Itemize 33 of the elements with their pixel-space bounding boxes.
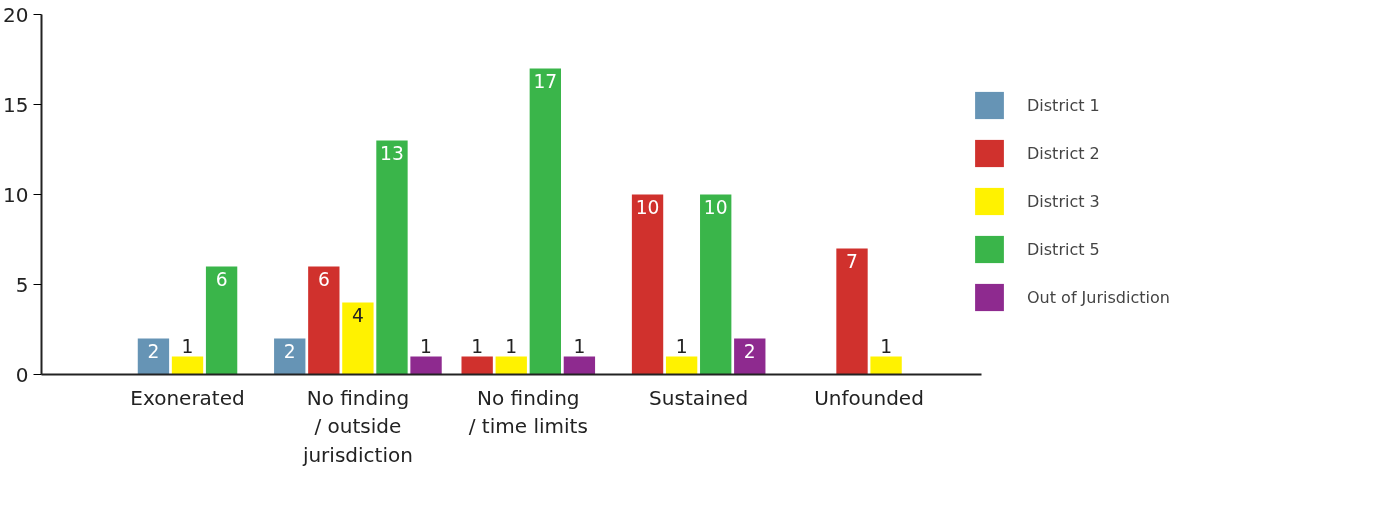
data-label: 7 <box>846 250 858 272</box>
legend-label: District 1 <box>1027 95 1100 115</box>
x-tick-label: Unfounded <box>814 385 924 410</box>
y-tick-label: 15 <box>3 92 29 117</box>
data-label: 6 <box>215 268 228 290</box>
x-tick-label: No finding / outside jurisdiction <box>301 385 413 468</box>
y-tick-label: 20 <box>3 2 29 27</box>
data-label: 2 <box>283 340 296 362</box>
legend-label: District 2 <box>1027 143 1100 163</box>
legend-label: Out of Jurisdiction <box>1027 287 1170 307</box>
legend-label: District 3 <box>1027 191 1100 211</box>
x-tick-label: Sustained <box>649 385 749 410</box>
data-label: 1 <box>573 335 586 357</box>
data-label: 17 <box>533 70 558 92</box>
y-tick-label: 10 <box>3 182 29 207</box>
data-label: 10 <box>703 196 728 218</box>
data-label: 10 <box>635 196 660 218</box>
x-tick-label: No finding / time limits <box>468 385 588 439</box>
data-label: 2 <box>147 340 160 362</box>
data-label: 1 <box>675 335 688 357</box>
data-label: 1 <box>880 335 893 357</box>
y-tick-label: 5 <box>15 272 29 297</box>
legend-label: District 5 <box>1027 239 1100 259</box>
data-label: 1 <box>420 335 432 357</box>
data-label: 4 <box>351 304 364 326</box>
data-label: 6 <box>317 268 330 290</box>
y-tick-label: 0 <box>15 362 29 387</box>
data-label: 1 <box>471 335 484 357</box>
data-label: 1 <box>505 335 518 357</box>
data-label: 13 <box>380 142 404 164</box>
data-label: 1 <box>181 335 194 357</box>
data-label: 2 <box>743 340 756 362</box>
x-tick-label: Exonerated <box>130 385 245 410</box>
